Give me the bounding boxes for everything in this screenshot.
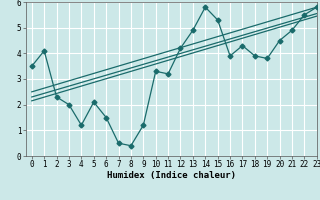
X-axis label: Humidex (Indice chaleur): Humidex (Indice chaleur) (107, 171, 236, 180)
